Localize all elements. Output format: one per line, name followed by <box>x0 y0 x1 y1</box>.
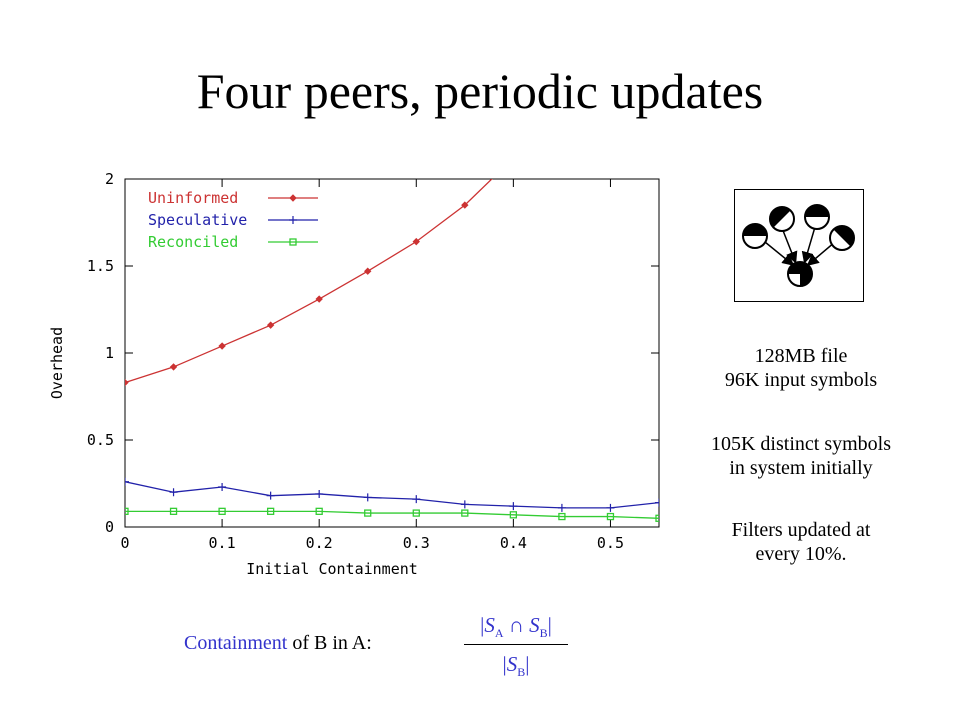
data-point-reconciled <box>509 511 518 519</box>
data-point-speculative <box>655 498 659 507</box>
data-point-reconciled <box>412 509 420 517</box>
data-point-uninformed <box>461 201 469 209</box>
peer-node-center-left <box>769 206 795 232</box>
data-point-reconciled <box>169 507 178 515</box>
distinct-symbols-text: 105K distinct symbols <box>710 433 891 455</box>
arrow-right <box>806 241 836 266</box>
x-tick-label: 0.5 <box>597 534 624 552</box>
update-interval-text: every 10%. <box>755 543 847 565</box>
input-symbols-text: 96K input symbols <box>724 369 878 391</box>
slide-title: Four peers, periodic updates <box>196 63 764 119</box>
data-point-speculative <box>125 477 129 486</box>
file-info: 128MB file 96K input symbols <box>676 344 926 392</box>
data-point-reconciled <box>266 507 275 515</box>
series-reconciled <box>125 507 659 522</box>
data-point-uninformed <box>218 342 226 350</box>
data-point-speculative <box>460 500 469 509</box>
series-line-reconciled <box>125 510 659 519</box>
legend-label-speculative: Speculative <box>148 211 247 229</box>
data-point-reconciled <box>461 509 469 517</box>
system-info: 105K distinct symbols in system initiall… <box>676 432 926 480</box>
x-tick-label: 0.4 <box>500 534 527 552</box>
data-point-speculative <box>412 495 421 504</box>
filter-info: Filters updated at every 10%. <box>676 518 926 566</box>
data-point-speculative <box>315 489 324 498</box>
series-speculative <box>125 477 659 512</box>
peer-node-right <box>829 225 855 251</box>
data-point-uninformed <box>510 160 516 161</box>
legend-label-reconciled: Reconciled <box>148 233 238 251</box>
series-uninformed <box>125 160 516 387</box>
y-axis-label: Overhead <box>48 327 66 399</box>
x-tick-label: 0.3 <box>403 534 430 552</box>
data-point-uninformed <box>364 267 372 275</box>
filters-updated-text: Filters updated at <box>731 519 871 541</box>
data-point-uninformed <box>266 321 275 329</box>
data-point-speculative <box>509 502 518 511</box>
y-tick-label: 2 <box>105 170 114 188</box>
containment-fraction: |SA ∩ SB| |SB| <box>464 610 568 679</box>
data-point-reconciled <box>655 514 659 522</box>
data-point-reconciled <box>558 512 566 521</box>
fraction-denominator: |SB| <box>502 652 530 680</box>
containment-word: Containment <box>184 632 288 654</box>
data-point-speculative <box>218 482 227 491</box>
data-point-reconciled <box>125 507 129 515</box>
containment-label: Containment of B in A: <box>184 632 372 655</box>
legend-marker-uninformed <box>289 194 297 202</box>
data-point-uninformed <box>412 237 420 246</box>
y-tick-label: 0.5 <box>87 431 114 449</box>
data-point-uninformed <box>125 378 129 387</box>
file-size-text: 128MB file <box>754 345 848 367</box>
arrow-center-right <box>801 226 816 264</box>
overhead-chart: 0 0.1 0.2 0.3 0.4 0.5 0 0.5 1 1.5 2 Initial Contain… <box>48 160 660 578</box>
legend-marker-reconciled <box>289 238 297 246</box>
legend-label-uninformed: Uninformed <box>148 189 238 207</box>
series-line-speculative <box>125 481 659 509</box>
fraction-bar <box>464 644 568 645</box>
system-initial-text: in system initially <box>729 457 873 479</box>
data-point-reconciled <box>315 507 323 515</box>
peer-diagram <box>734 189 864 302</box>
x-tick-label: 0 <box>120 534 129 552</box>
data-point-reconciled <box>218 507 226 515</box>
data-point-speculative <box>606 503 615 512</box>
x-axis-label: Initial Containment <box>246 560 418 578</box>
data-point-reconciled <box>606 512 615 521</box>
arrow-left <box>764 241 795 266</box>
target-node <box>787 261 813 287</box>
x-tick-label: 0.2 <box>306 534 333 552</box>
y-tick-label: 0 <box>105 518 114 536</box>
peer-node-left <box>742 223 768 249</box>
data-point-speculative <box>363 493 372 502</box>
legend-marker-speculative <box>289 216 297 224</box>
fraction-numerator: |SA ∩ SB| <box>480 613 552 641</box>
data-point-speculative <box>557 503 566 512</box>
data-point-uninformed <box>169 363 178 371</box>
y-tick-label: 1 <box>105 344 114 362</box>
arrow-center-left <box>781 227 798 264</box>
containment-rest: of B in A: <box>287 632 372 654</box>
data-point-speculative <box>266 491 275 500</box>
data-point-uninformed <box>315 295 323 303</box>
peer-node-center-right <box>804 204 830 230</box>
data-point-speculative <box>169 488 178 497</box>
data-point-reconciled <box>364 509 372 517</box>
x-tick-label: 0.1 <box>209 534 236 552</box>
y-tick-label: 1.5 <box>87 257 114 275</box>
